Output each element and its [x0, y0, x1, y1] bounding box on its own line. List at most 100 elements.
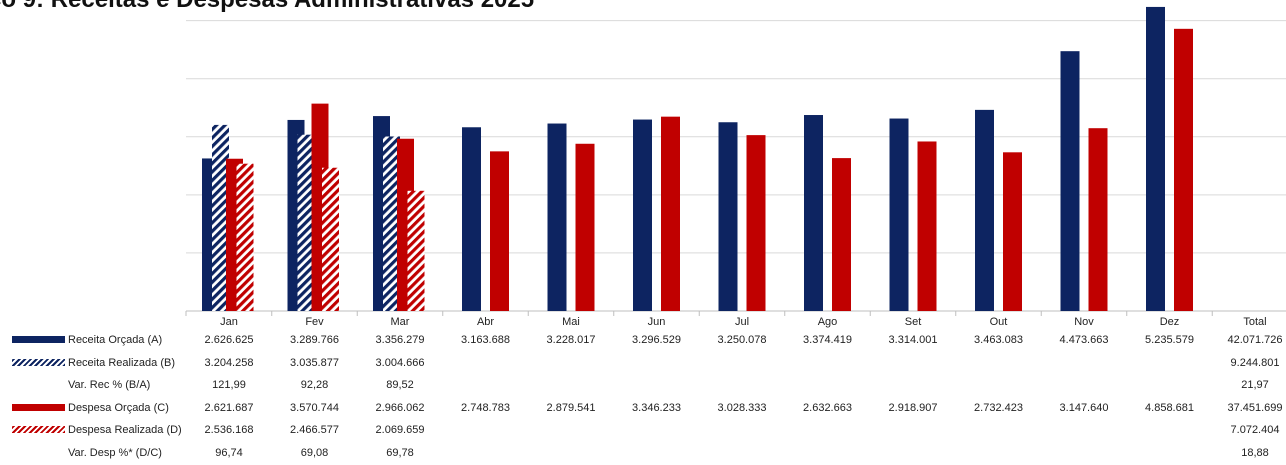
bar-despesa-jul — [746, 135, 766, 311]
bar-despesa-abr — [490, 151, 509, 311]
table-cell: 3.004.666 — [375, 356, 425, 369]
table-cell-total: 21,97 — [1241, 379, 1269, 391]
bar-receita-nov — [1060, 51, 1080, 312]
legend-swatch — [12, 358, 65, 366]
row-label: Despesa Realizada (D) — [68, 424, 182, 436]
row-label: Receita Orçada (A) — [68, 334, 163, 346]
table-cell: 3.570.744 — [290, 401, 339, 414]
table-cell: 3.374.419 — [803, 334, 852, 346]
bar-receita-set — [889, 118, 909, 311]
bar-despesa-mai — [575, 143, 595, 311]
table-cell: 2.879.541 — [546, 401, 596, 414]
x-tick-label: Jun — [647, 316, 666, 328]
table-cell: 89,52 — [386, 379, 414, 391]
bar-chart — [185, 6, 1286, 316]
legend-swatch — [12, 426, 65, 433]
x-tick-label: Abr — [476, 316, 495, 328]
row-label: Var. Desp %* (D/C) — [68, 446, 162, 459]
bar-receita-jun — [633, 119, 652, 312]
x-tick-label: Mar — [390, 316, 410, 328]
table-cell: 2.632.663 — [803, 401, 852, 414]
table-cell: 3.035.877 — [290, 356, 339, 369]
row-label: Var. Rec % (B/A) — [68, 379, 151, 391]
table-cell: 4.858.681 — [1145, 401, 1194, 414]
bar-despesa-dez — [1174, 28, 1193, 312]
table-row: Var. Rec % (B/A) 121,99 92,28 89,52 21,97 — [0, 376, 1286, 396]
table-cell: 3.204.258 — [204, 356, 254, 369]
table-cell: 3.346.233 — [632, 401, 681, 414]
table-cell: 2.918.907 — [888, 401, 938, 414]
table-cell: 3.463.083 — [974, 334, 1023, 346]
table-row: Despesa Orçada (C) 2.621.687 3.570.744 2.96… — [0, 399, 1286, 419]
legend-swatch — [12, 336, 65, 343]
legend-swatch — [12, 403, 65, 411]
bar-receita-mai — [547, 123, 567, 311]
table-cell: 96,74 — [215, 446, 243, 459]
x-tick-label: Dez — [1159, 316, 1180, 328]
table-cell: 3.147.640 — [1059, 401, 1109, 414]
table-row: Receita Realizada (B) 3.204.258 3.035.877 3… — [0, 354, 1286, 374]
bar-receita-jan — [212, 124, 229, 311]
table-cell: 3.163.688 — [461, 334, 510, 346]
table-cell-total: 37.451.699 — [1227, 401, 1283, 414]
bar-receita-dez — [1146, 6, 1165, 311]
table-cell: 3.356.279 — [375, 334, 425, 346]
table-cell: 2.626.625 — [204, 334, 254, 346]
table-cell: 3.028.333 — [717, 401, 767, 414]
x-tick-label: Out — [989, 316, 1008, 328]
bar-receita-ago — [804, 115, 823, 311]
table-cell: 2.536.168 — [204, 424, 254, 436]
total-header: Total — [1243, 316, 1267, 328]
table-cell: 2.069.659 — [375, 424, 425, 436]
table-cell: 2.621.687 — [204, 401, 254, 414]
table-cell: 92,28 — [300, 379, 329, 391]
table-cell: 2.466.577 — [290, 424, 339, 436]
x-axis-ticks — [185, 311, 1213, 316]
table-cell: 3.314.001 — [888, 334, 938, 346]
table-cell: 69,78 — [386, 446, 414, 459]
table-cell: 3.228.017 — [546, 334, 596, 346]
table-cell: 3.250.078 — [717, 334, 767, 346]
bar-receita-mar — [383, 136, 400, 311]
table-row: Receita Orçada (A) 2.626.625 3.289.766 3.35… — [0, 331, 1286, 351]
bar-receita-jul — [718, 122, 738, 311]
bar-despesa-mar — [407, 190, 425, 311]
table-cell: 3.289.766 — [290, 334, 339, 346]
table-cell: 121,99 — [212, 379, 246, 391]
table-cell-total: 7.072.404 — [1230, 424, 1280, 436]
bar-despesa-fev — [322, 167, 339, 311]
x-tick-label: Mai — [562, 316, 580, 328]
row-label: Receita Realizada (B) — [68, 356, 175, 369]
chart-title: afico 9: Receitas e Despesas Administrat… — [0, 0, 534, 14]
x-tick-label: Set — [904, 316, 922, 328]
table-cell: 2.966.062 — [375, 401, 425, 414]
x-tick-label: Jan — [220, 316, 238, 328]
bar-despesa-jun — [661, 116, 680, 311]
table-cell: 2.748.783 — [461, 401, 510, 414]
bar-despesa-out — [1003, 152, 1022, 311]
bar-despesa-set — [917, 141, 937, 311]
table-cell: 3.296.529 — [632, 334, 681, 346]
table-cell: 5.235.579 — [1145, 334, 1194, 346]
bar-despesa-ago — [832, 158, 851, 311]
table-row: Despesa Realizada (D) 2.536.168 2.466.577 2… — [0, 421, 1286, 441]
bar-receita-fev — [297, 134, 315, 311]
bar-receita-abr — [462, 127, 481, 312]
table-cell-total: 9.244.801 — [1230, 356, 1280, 369]
table-cell: 2.732.423 — [974, 401, 1023, 414]
x-tick-label: Ago — [817, 316, 838, 328]
x-tick-label: Jul — [734, 316, 750, 328]
x-tick-label: Fev — [305, 316, 324, 328]
bar-despesa-jan — [236, 163, 254, 311]
table-cell-total: 42.071.726 — [1227, 334, 1283, 346]
x-tick-label: Nov — [1074, 316, 1094, 328]
table-header-row: Jan Fev Mar Abr Mai Jun Jul Ago Set Out Nov Dez Tota… — [0, 313, 1286, 333]
table-row: Var. Desp %* (D/C) 96,74 69,08 69,78 18,88 — [0, 444, 1286, 464]
table-cell: 69,08 — [300, 446, 329, 459]
bar-despesa-nov — [1088, 128, 1108, 311]
bar-receita-out — [975, 109, 994, 312]
table-cell: 4.473.663 — [1059, 334, 1109, 346]
row-label: Despesa Orçada (C) — [68, 401, 169, 414]
table-cell-total: 18,88 — [1241, 446, 1269, 459]
bars — [202, 6, 1193, 312]
